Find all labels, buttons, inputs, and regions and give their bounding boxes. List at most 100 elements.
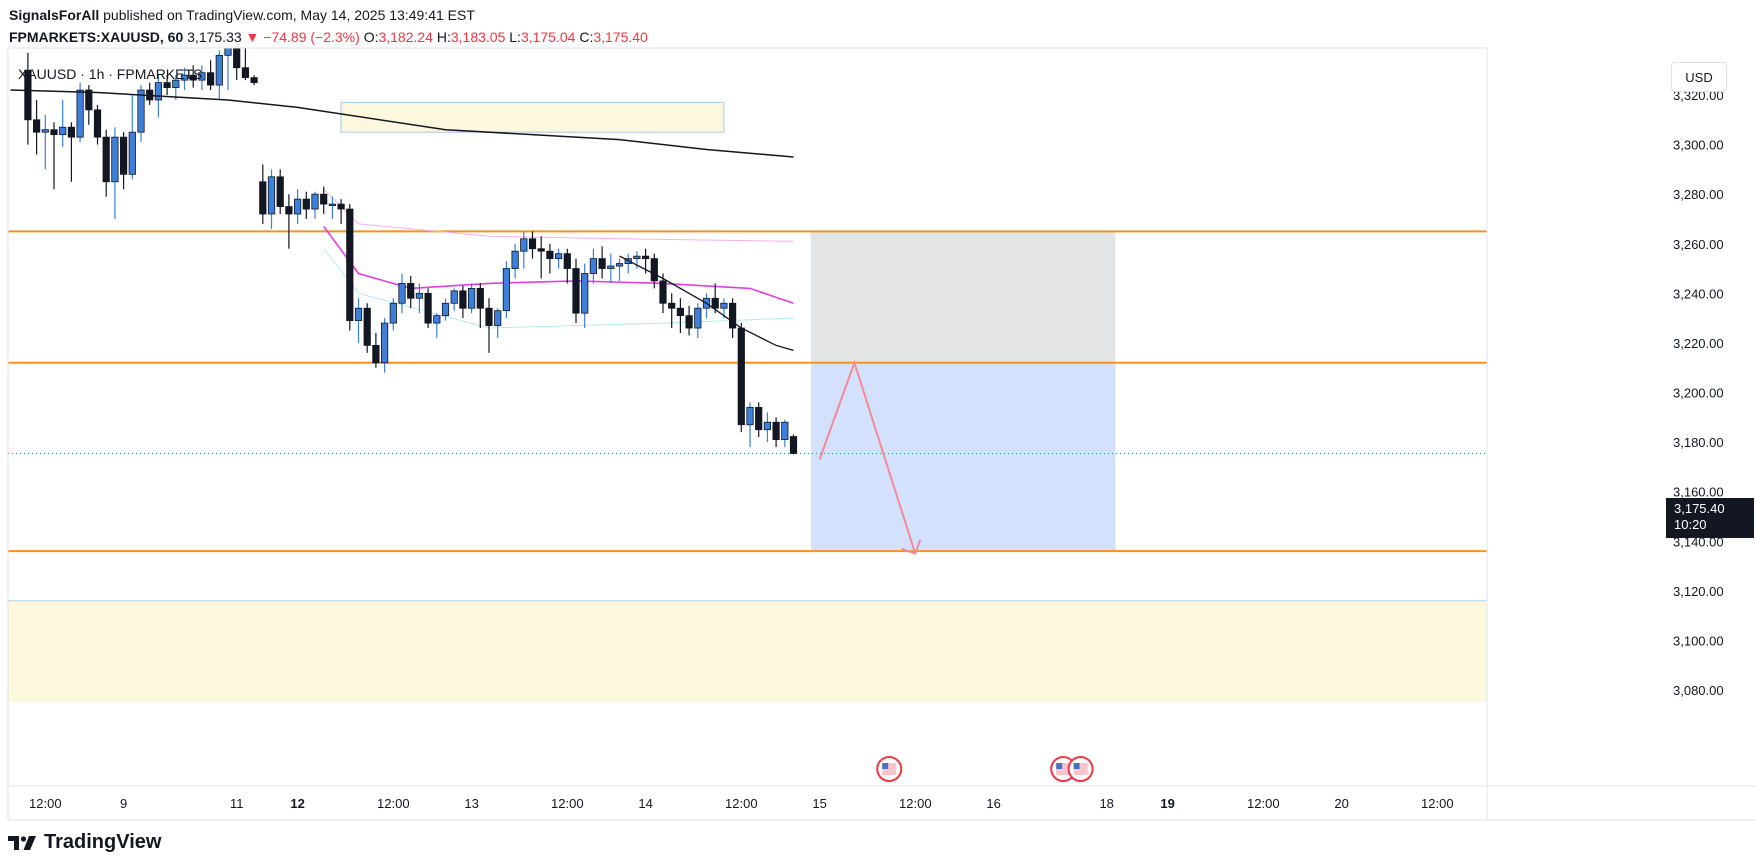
y-tick-label: 3,240.00 (1673, 286, 1724, 301)
candle-body[interactable] (276, 176, 284, 207)
candle-body[interactable] (528, 238, 537, 250)
candle-body[interactable] (607, 265, 615, 269)
candle-body[interactable] (433, 315, 441, 324)
candle-body[interactable] (424, 292, 432, 324)
candle-body[interactable] (589, 258, 598, 274)
candle-body[interactable] (415, 292, 424, 299)
candle-body[interactable] (642, 255, 650, 260)
candle-body[interactable] (128, 131, 136, 175)
candle-body[interactable] (476, 287, 484, 309)
candle-body[interactable] (494, 310, 502, 326)
x-tick-label: 18 (1099, 796, 1113, 811)
candle-body[interactable] (354, 307, 363, 322)
candle-body[interactable] (502, 268, 511, 312)
candle-body[interactable] (320, 193, 328, 205)
candle-body[interactable] (563, 253, 571, 269)
candle-body[interactable] (650, 258, 658, 282)
candle-body[interactable] (450, 290, 458, 304)
candle-body[interactable] (85, 89, 93, 111)
candle-body[interactable] (215, 54, 223, 86)
x-tick-label: 12:00 (377, 796, 410, 811)
candle-body[interactable] (302, 198, 310, 210)
candle-body[interactable] (137, 89, 145, 133)
candle-body[interactable] (198, 72, 206, 81)
candle-body[interactable] (233, 40, 241, 69)
tradingview-footer[interactable]: TradingView (8, 831, 161, 854)
candle-body[interactable] (781, 421, 789, 441)
candle-body[interactable] (676, 307, 685, 317)
candle-body[interactable] (293, 198, 302, 215)
candle-body[interactable] (729, 302, 737, 329)
candle-body[interactable] (407, 283, 415, 299)
candle-body[interactable] (772, 421, 780, 441)
chart-legend[interactable]: XAUUSD · 1h · FPMARKETS (18, 66, 203, 82)
currency-button[interactable]: USD (1671, 62, 1727, 92)
candle-body[interactable] (485, 307, 493, 326)
stop-loss-zone[interactable] (810, 231, 1116, 363)
candle-body[interactable] (398, 283, 406, 304)
candle-body[interactable] (746, 406, 754, 426)
candle-body[interactable] (41, 129, 49, 133)
x-tick-label: 12:00 (1421, 796, 1454, 811)
candle-body[interactable] (241, 67, 249, 79)
candle-body[interactable] (511, 250, 519, 269)
candle-body[interactable] (763, 421, 772, 431)
candle-body[interactable] (546, 250, 554, 260)
candle-body[interactable] (285, 206, 293, 215)
candle-body[interactable] (694, 307, 702, 329)
candle-body[interactable] (380, 322, 389, 364)
candle-body[interactable] (737, 327, 745, 426)
candle-body[interactable] (755, 406, 763, 431)
candle-body[interactable] (206, 72, 215, 86)
candle-body[interactable] (224, 40, 232, 56)
candle-body[interactable] (555, 253, 563, 260)
candle-body[interactable] (598, 258, 606, 269)
candle-body[interactable] (163, 82, 171, 88)
candle-body[interactable] (250, 77, 258, 84)
bar-countdown: 10:20 (1674, 517, 1707, 532)
candle-body[interactable] (154, 82, 162, 101)
candle-body[interactable] (24, 69, 32, 121)
candle-body[interactable] (659, 280, 667, 304)
candle-body[interactable] (372, 344, 380, 364)
candle-body[interactable] (120, 136, 128, 175)
take-profit-zone[interactable] (810, 362, 1116, 552)
projection-arrow[interactable] (818, 359, 917, 554)
candle-body[interactable] (720, 302, 728, 309)
candle-body[interactable] (633, 255, 641, 260)
candle-body[interactable] (685, 315, 693, 329)
candle-body[interactable] (615, 263, 624, 267)
candle-body[interactable] (33, 119, 41, 133)
x-tick-label: 15 (812, 796, 826, 811)
candle-body[interactable] (441, 302, 450, 317)
candle-body[interactable] (467, 287, 476, 309)
candle-body[interactable] (520, 238, 528, 252)
candle-body[interactable] (93, 109, 102, 138)
ema-short-line (619, 255, 794, 352)
candle-body[interactable] (76, 89, 84, 138)
candle-body[interactable] (389, 302, 397, 324)
candle-body[interactable] (59, 126, 67, 136)
candle-body[interactable] (111, 136, 119, 183)
candle-body[interactable] (711, 297, 719, 309)
candle-body[interactable] (581, 273, 589, 314)
candle-body[interactable] (67, 126, 75, 138)
candle-body[interactable] (363, 307, 371, 346)
candle-body[interactable] (311, 193, 319, 210)
candle-body[interactable] (668, 302, 676, 309)
candle-body[interactable] (102, 136, 110, 183)
candle-body[interactable] (346, 208, 354, 322)
candle-body[interactable] (459, 290, 467, 309)
candle-body[interactable] (189, 74, 197, 81)
candle-body[interactable] (180, 74, 189, 81)
candle-body[interactable] (259, 181, 267, 215)
candle-body[interactable] (789, 436, 798, 454)
candle-body[interactable] (172, 79, 180, 88)
candle-body[interactable] (328, 203, 337, 206)
candle-body[interactable] (267, 176, 276, 215)
candle-body[interactable] (50, 129, 58, 136)
candle-body[interactable] (572, 268, 580, 314)
candle-body[interactable] (337, 203, 345, 210)
candle-body[interactable] (537, 248, 545, 252)
